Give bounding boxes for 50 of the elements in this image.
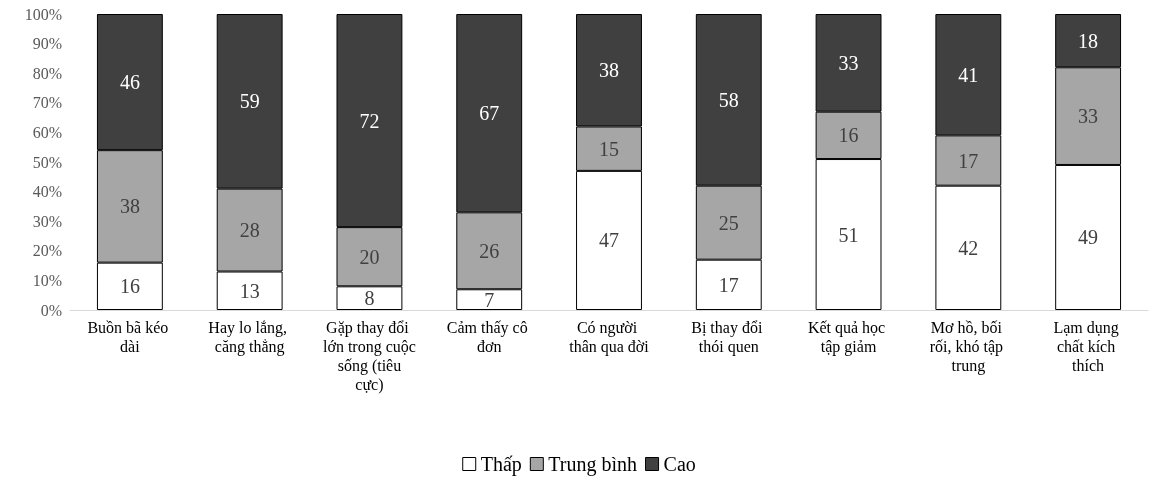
- data-label: 33: [1078, 105, 1099, 128]
- data-label: 33: [838, 51, 859, 74]
- data-label: 16: [119, 275, 140, 298]
- y-tick-label: 60%: [32, 123, 62, 141]
- data-label: 26: [479, 239, 500, 262]
- data-label: 47: [599, 229, 619, 252]
- x-tick-label: Cảm thấy cô đơn: [446, 319, 532, 355]
- y-tick-label: 0%: [40, 301, 62, 319]
- data-label: 7: [484, 288, 495, 311]
- data-label: 16: [838, 124, 859, 147]
- data-label: 67: [479, 102, 500, 125]
- data-label: 59: [239, 90, 260, 113]
- x-tick-label: Có người thân qua đời: [569, 319, 650, 356]
- data-label: 49: [1078, 226, 1099, 249]
- data-label: 8: [364, 287, 375, 310]
- data-label: 42: [958, 236, 979, 259]
- data-label: 17: [718, 273, 739, 296]
- data-label: 17: [958, 149, 979, 172]
- data-label: 25: [718, 211, 739, 234]
- data-label: 38: [599, 59, 619, 82]
- x-tick-label: Hay lo lắng, căng thẳng: [208, 319, 291, 356]
- legend-label: Cao: [663, 453, 696, 475]
- y-tick-label: 10%: [32, 271, 62, 289]
- y-tick-label: 70%: [32, 94, 62, 112]
- data-label: 20: [359, 245, 380, 268]
- legend-label: Trung bình: [548, 453, 638, 476]
- y-tick-label: 40%: [32, 183, 62, 201]
- data-label: 38: [119, 195, 140, 218]
- y-tick-label: 30%: [32, 212, 62, 230]
- data-label: 28: [239, 219, 260, 242]
- x-tick-label: Bị thay đổi thói quen: [691, 319, 767, 356]
- y-tick-label: 80%: [32, 64, 62, 82]
- y-tick-label: 50%: [32, 153, 62, 171]
- y-tick-label: 90%: [32, 35, 62, 53]
- data-label: 58: [718, 88, 739, 111]
- data-label: 46: [119, 71, 140, 94]
- x-tick-label: Kết quả học tập giảm: [807, 319, 890, 356]
- x-tick-label: Mơ hồ, bối rối, khó tập trung: [929, 319, 1007, 375]
- x-tick-label: Buồn bã kéo dài: [87, 319, 173, 355]
- data-label: 72: [359, 109, 380, 132]
- y-tick-label: 20%: [32, 242, 62, 260]
- data-label: 41: [958, 63, 979, 86]
- data-label: 15: [599, 137, 619, 160]
- data-label: 51: [838, 223, 859, 246]
- legend-label: Thấp: [480, 453, 522, 476]
- x-tick-label: Lạm dụng chất kích thích: [1053, 319, 1123, 374]
- data-label: 13: [239, 279, 260, 302]
- x-tick-label: Gặp thay đổi lớn trong cuộc sống (tiêu cực): [323, 319, 416, 394]
- y-tick-label: 100%: [24, 5, 62, 23]
- data-label: 18: [1078, 29, 1099, 52]
